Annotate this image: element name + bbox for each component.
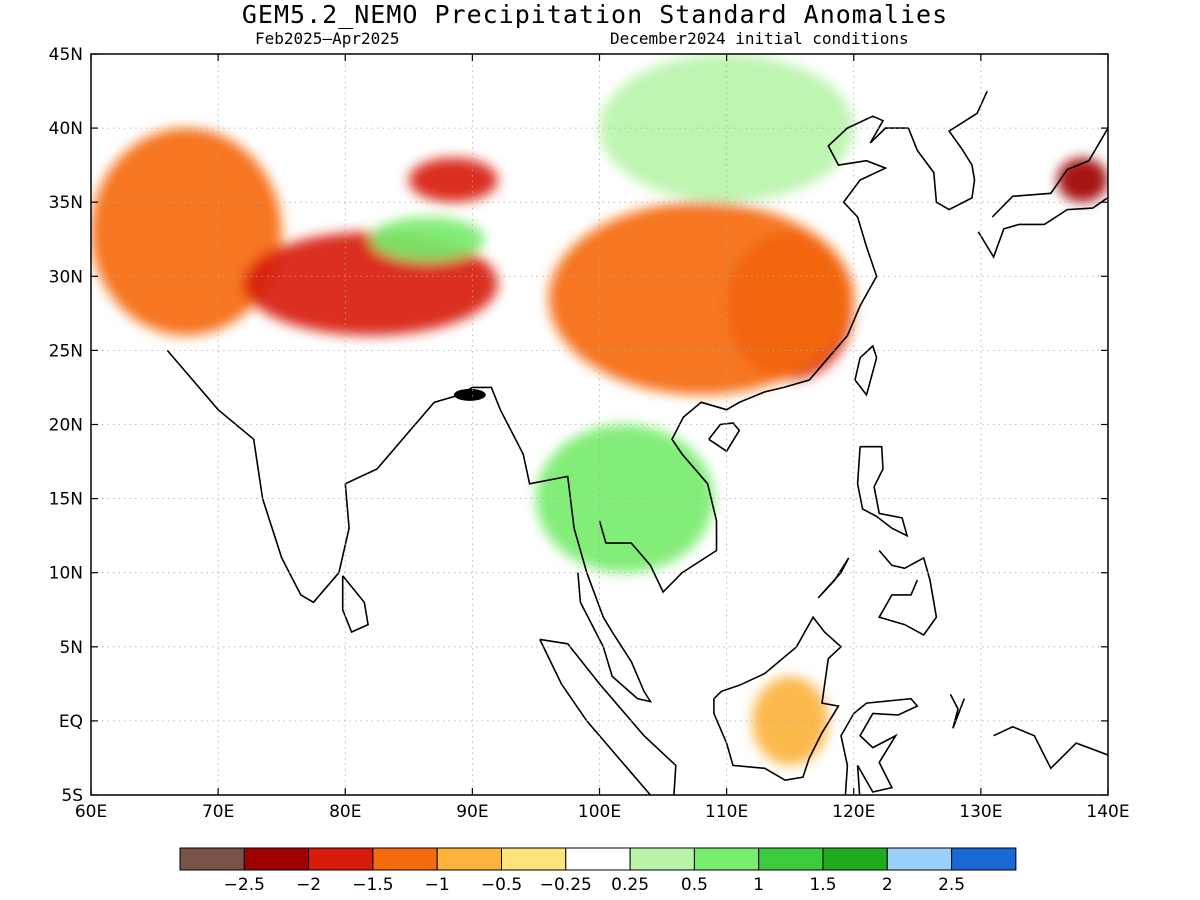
colorbar-label: −2 [296,875,321,895]
colorbar-label: 1.5 [809,875,836,895]
lon-tick-label: 140E [1086,802,1129,822]
colorbar-swatch [243,847,310,871]
map-title: GEM5.2_NEMO Precipitation Standard Anoma… [241,0,949,29]
colorbar-labels: −2.5 −2 −1.5 −1 −0.5 −0.25 0.25 0.5 1 1.5 2 2.5 [224,875,965,895]
lat-tick-label: 30N [49,267,83,287]
lat-tick-label: EQ [59,712,83,732]
coastline [856,445,909,538]
graticule [91,54,1108,795]
latitude-axis: 5S EQ 5N 10N 15N 20N 25N 30N 35N 40N 45N [49,45,1108,806]
coastline [854,344,878,397]
lat-tick-label: 40N [49,119,83,139]
colorbar-label: −1 [425,875,450,895]
lon-tick-label: 110E [705,802,748,822]
colorbar-label: −1.5 [352,875,393,895]
coastline [878,549,938,636]
colorbar-swatch [179,847,245,871]
lat-tick-label: 20N [49,416,83,436]
colorbar-label: −0.5 [481,875,522,895]
colorbar-swatch [565,847,631,871]
colorbar-label: −0.25 [540,875,592,895]
coastline [341,575,369,634]
colorbar-swatch [501,847,567,871]
lat-tick-label: 45N [49,45,83,65]
lat-tick-label: 5N [59,638,83,658]
lon-tick-label: 90E [456,802,488,822]
initial-conditions: December2024 initial conditions [610,29,909,48]
coastline [907,90,988,211]
coastline [539,638,677,795]
coastline [993,725,1108,770]
coastline [166,349,653,703]
colorbar-swatch [308,847,374,871]
colorbar-swatch [436,847,503,871]
colorbar-boxes [179,847,1017,871]
coastline [840,697,919,795]
colorbar-swatch [758,847,824,871]
coastline [598,115,909,594]
lon-tick-label: 70E [202,802,234,822]
colorbar-swatch [693,847,760,871]
anomaly-region [408,157,498,203]
colorbar-swatch [629,847,695,871]
lat-tick-label: 15N [49,490,83,510]
anomaly-region [370,217,486,262]
coastlines [166,90,1108,795]
anomaly-region [599,54,854,203]
colorbar-swatch [822,847,888,871]
anomaly-region [91,128,282,336]
lat-tick-label: 25N [49,341,83,361]
lon-tick-label: 130E [959,802,1002,822]
forecast-period: Feb2025–Apr2025 [255,29,400,48]
lat-tick-label: 35N [49,193,83,213]
coastline [713,615,843,782]
colorbar-label: −2.5 [224,875,265,895]
colorbar-label: 0.5 [681,875,708,895]
coastline [949,693,966,729]
colorbar-swatch [886,847,953,871]
longitude-axis: 60E 70E 80E 90E 100E 110E 120E 130E 140E [75,54,1130,822]
colorbar-label: 1 [753,875,764,895]
lon-tick-label: 120E [832,802,875,822]
colorbar-swatch [372,847,438,871]
lat-tick-label: 10N [49,564,83,584]
lon-tick-label: 80E [329,802,361,822]
lat-tick-label: 5S [61,786,83,806]
colorbar-label: 0.25 [611,875,649,895]
anomaly-region [548,202,854,395]
coastline [708,422,741,453]
lon-tick-label: 100E [578,802,621,822]
colorbar-swatch [951,847,1017,871]
colorbar-label: 2 [882,875,893,895]
lon-tick-label: 60E [75,802,107,822]
coastline [991,123,1108,218]
colorbar-label: 2.5 [938,875,965,895]
coastline [817,557,850,599]
